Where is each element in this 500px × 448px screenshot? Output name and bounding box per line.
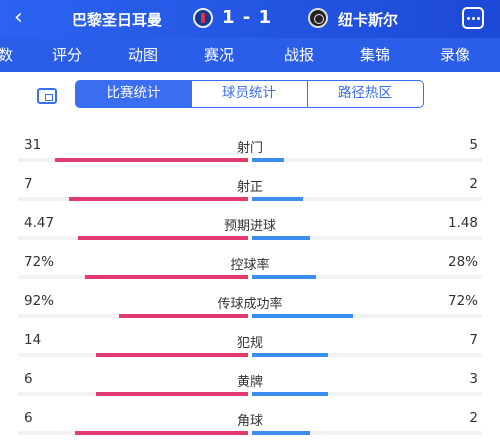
tab-ratings[interactable]: 评分 <box>52 46 83 64</box>
stat-label: 控球率 <box>230 258 270 273</box>
away-value: 72% <box>447 293 478 309</box>
stat-label: 射门 <box>236 141 263 156</box>
tab-highlights[interactable]: 集锦 <box>360 46 391 64</box>
away-value: 28% <box>447 254 478 270</box>
segment-match-stats[interactable]: 比赛统计 <box>75 80 192 108</box>
home-bar <box>96 353 248 357</box>
away-bar-track <box>252 353 482 357</box>
away-bar-track <box>252 197 482 201</box>
more-icon[interactable] <box>462 7 484 29</box>
match-tabs: 数 评分 动图 赛况 战报 集锦 录像 <box>0 38 500 72</box>
stat-row: 4.47 预期进球 1.48 <box>0 215 500 253</box>
home-value: 7 <box>24 176 33 192</box>
away-bar <box>252 236 310 240</box>
stat-row: 6 黄牌 3 <box>0 371 500 409</box>
stat-label: 黄牌 <box>236 375 263 390</box>
away-bar <box>252 275 316 279</box>
away-bar <box>252 158 284 162</box>
stat-row: 6 角球 2 <box>0 410 500 448</box>
home-value: 72% <box>24 254 55 270</box>
away-bar <box>252 353 328 357</box>
away-value: 5 <box>469 137 478 153</box>
home-team-crest-icon[interactable] <box>193 8 213 28</box>
home-bar <box>69 197 248 201</box>
away-value: 1.48 <box>447 215 478 231</box>
away-bar <box>252 197 303 201</box>
home-bar <box>85 275 248 279</box>
away-team-crest-icon[interactable] <box>308 8 328 28</box>
away-bar-track <box>252 431 482 435</box>
home-bar <box>75 431 248 435</box>
home-team-name[interactable]: 巴黎圣日耳曼 <box>72 11 163 29</box>
share-image-icon[interactable] <box>37 88 57 104</box>
home-bar <box>96 392 248 396</box>
away-bar-track <box>252 158 482 162</box>
home-value: 31 <box>24 137 42 153</box>
tab-stats[interactable]: 数 <box>0 46 14 64</box>
stat-label: 预期进球 <box>223 219 276 234</box>
home-value: 92% <box>24 293 55 309</box>
home-bar <box>55 158 248 162</box>
away-bar-track <box>252 392 482 396</box>
segment-heatmap[interactable]: 路径热区 <box>307 80 424 108</box>
away-value: 7 <box>469 332 478 348</box>
stat-row: 72% 控球率 28% <box>0 254 500 292</box>
tab-replay[interactable]: 录像 <box>440 46 471 64</box>
away-bar <box>252 431 310 435</box>
match-header: ‹ 巴黎圣日耳曼 1 - 1 纽卡斯尔 <box>0 0 500 38</box>
home-value: 6 <box>24 410 33 426</box>
home-bar <box>119 314 248 318</box>
stat-row: 92% 传球成功率 72% <box>0 293 500 331</box>
stat-row: 31 射门 5 <box>0 137 500 175</box>
stat-row: 7 射正 2 <box>0 176 500 214</box>
tab-live[interactable]: 赛况 <box>204 46 235 64</box>
home-value: 14 <box>24 332 42 348</box>
segment-player-stats[interactable]: 球员统计 <box>191 80 308 108</box>
stat-row: 14 犯规 7 <box>0 332 500 370</box>
match-score: 1 - 1 <box>222 7 273 28</box>
away-value: 3 <box>469 371 478 387</box>
stat-label: 角球 <box>236 414 263 429</box>
tab-gifs[interactable]: 动图 <box>128 46 159 64</box>
stat-label: 犯规 <box>236 336 263 351</box>
home-bar <box>78 236 248 240</box>
away-bar <box>252 314 353 318</box>
home-value: 4.47 <box>24 215 55 231</box>
stat-label: 射正 <box>236 180 263 195</box>
away-value: 2 <box>469 176 478 192</box>
away-bar-track <box>252 275 482 279</box>
back-arrow-icon[interactable]: ‹ <box>14 5 23 30</box>
away-value: 2 <box>469 410 478 426</box>
away-bar-track <box>252 236 482 240</box>
away-bar <box>252 392 328 396</box>
tab-report[interactable]: 战报 <box>284 46 315 64</box>
home-value: 6 <box>24 371 33 387</box>
away-team-name[interactable]: 纽卡斯尔 <box>338 11 399 29</box>
away-bar-track <box>252 314 482 318</box>
stat-label: 传球成功率 <box>217 297 283 312</box>
